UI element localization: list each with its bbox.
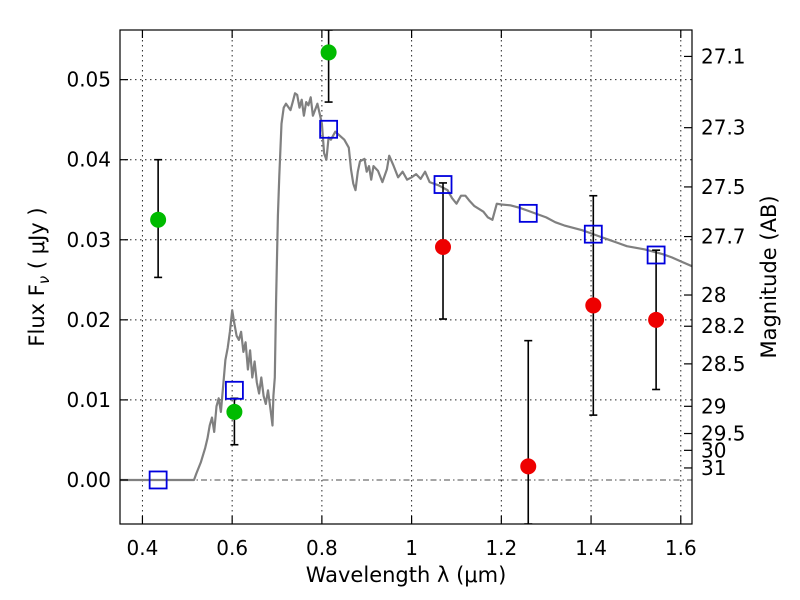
- detection-point: [320, 44, 337, 61]
- axes: 0.4 0.6 0.8 1 1.2 1.4 1.6 0.00 0.01 0.02 0.03 0.04 0…: [66, 30, 746, 560]
- x-tick-label: 1: [405, 536, 418, 560]
- y-axis-label-main: Flux F: [25, 284, 49, 346]
- nondetection-point: [585, 297, 602, 314]
- x-tick-label: 1.6: [665, 536, 697, 560]
- y-axis-label-unit: ( μJy ): [25, 207, 49, 275]
- y-axis-label: Flux Fν ( μJy ): [25, 207, 53, 346]
- model-flux-point: [319, 119, 339, 139]
- x-tick-label: 0.4: [127, 536, 159, 560]
- model-flux-point: [433, 175, 453, 194]
- plot-area: [120, 30, 692, 524]
- mag-tick-label: 29.5: [701, 422, 746, 446]
- mag-tick-label: 27.1: [701, 44, 746, 68]
- model-sed-line: [120, 92, 692, 482]
- nondetection-point: [435, 238, 452, 255]
- detection-point: [150, 211, 167, 228]
- x-tick-label: 1.2: [485, 536, 517, 560]
- nondetection-point: [520, 458, 537, 475]
- y-tick-label: 0.04: [66, 148, 111, 172]
- y-tick-label: 0.01: [66, 388, 111, 412]
- mag-tick-label: 27.7: [701, 225, 746, 249]
- y-tick-label: 0.03: [66, 228, 111, 252]
- model-flux-point: [224, 380, 244, 400]
- y-tick-label: 0.02: [66, 308, 111, 332]
- mag-tick-label: 28.2: [701, 314, 746, 338]
- detection-point: [226, 403, 243, 420]
- y-tick-label: 0.05: [66, 68, 111, 92]
- mag-tick-label: 30: [701, 438, 726, 462]
- y2-axis-label: Magnitude (AB): [757, 195, 781, 358]
- y-axis-label-subscript: ν: [35, 276, 53, 284]
- mag-tick-label: 27.3: [701, 116, 746, 140]
- mag-tick-label: 29: [701, 394, 726, 418]
- nondetection-point: [648, 311, 665, 328]
- model-flux-point: [583, 224, 603, 244]
- y-tick-label: 0.00: [66, 468, 111, 492]
- x-tick-label: 1.4: [575, 536, 607, 560]
- mag-tick-label: 28.5: [701, 352, 746, 376]
- grid: [120, 30, 692, 524]
- x-axis-label: Wavelength λ (μm): [306, 563, 507, 587]
- x-tick-label: 0.6: [216, 536, 248, 560]
- plot-frame: [119, 29, 693, 525]
- mag-tick-label: 27.5: [701, 175, 746, 199]
- model-flux-point: [518, 203, 538, 223]
- model-flux-point: [646, 245, 666, 265]
- x-tick-label: 0.8: [306, 536, 338, 560]
- model-flux-point: [148, 470, 168, 490]
- mag-tick-label: 31: [701, 456, 726, 480]
- mag-tick-label: 28: [701, 283, 726, 307]
